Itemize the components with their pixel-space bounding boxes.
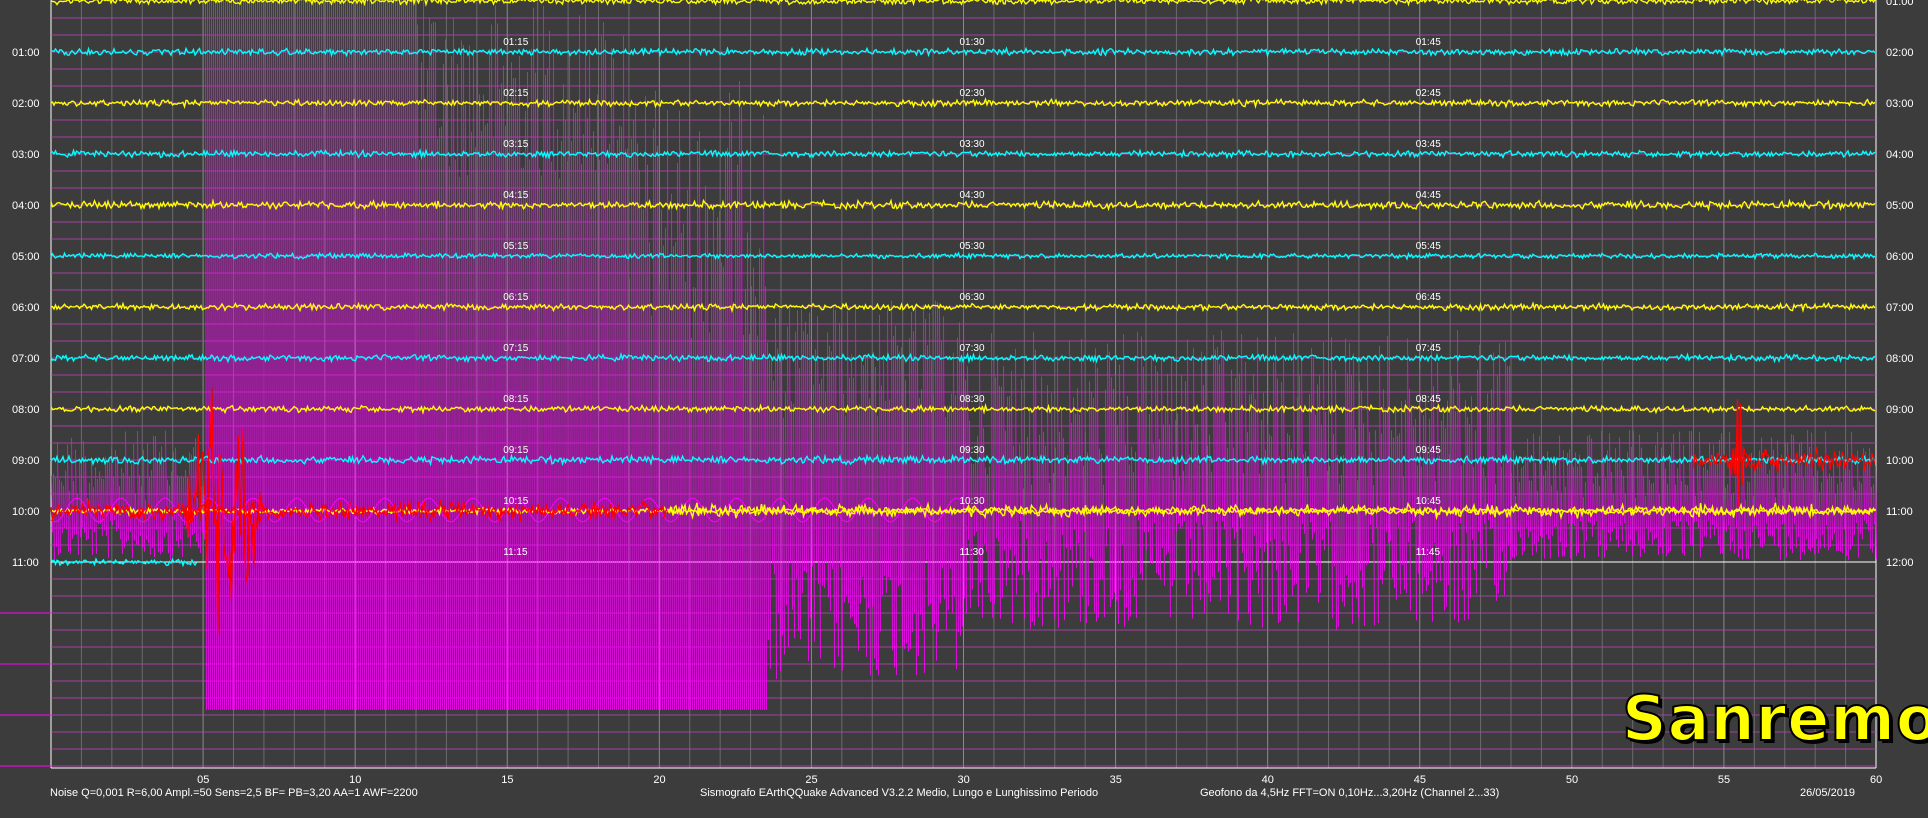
quarter-label: 03:30 xyxy=(960,139,985,150)
quarter-label: 04:15 xyxy=(503,190,528,201)
quarter-label: 07:15 xyxy=(503,343,528,354)
quarter-label: 01:45 xyxy=(1416,37,1441,48)
quarter-label: 02:45 xyxy=(1416,88,1441,99)
quarter-label: 06:15 xyxy=(503,292,528,303)
quarter-label: 08:45 xyxy=(1416,394,1441,405)
long-period-wave xyxy=(50,497,964,523)
quarter-label: 07:30 xyxy=(960,343,985,354)
x-tick-label: 35 xyxy=(1110,774,1122,786)
trace-row xyxy=(50,301,1876,314)
event-burst xyxy=(181,388,264,635)
quarter-label: 11:30 xyxy=(960,547,985,558)
quarter-label: 06:45 xyxy=(1416,292,1441,303)
quarter-label: 10:45 xyxy=(1416,496,1441,507)
quarter-label: 04:30 xyxy=(960,190,985,201)
quarter-label: 03:45 xyxy=(1416,139,1441,150)
hour-label-left: 08:00 xyxy=(12,404,40,416)
trace-row xyxy=(50,97,1876,110)
trace-row xyxy=(50,251,1876,261)
quarter-label: 04:45 xyxy=(1416,190,1441,201)
quarter-label: 10:30 xyxy=(960,496,985,507)
hour-label-left: 04:00 xyxy=(12,200,40,212)
quarter-label: 11:45 xyxy=(1416,547,1441,558)
trace-row xyxy=(50,352,1876,364)
trace-row xyxy=(50,46,1876,58)
long-period-trace xyxy=(51,0,1877,711)
quarter-label: 09:30 xyxy=(960,445,985,456)
quarter-label: 11:15 xyxy=(503,547,528,558)
hour-label-right: 12:00 xyxy=(1886,557,1914,569)
quarter-label: 02:15 xyxy=(503,88,528,99)
trace-row xyxy=(50,198,1876,212)
hour-label-left: 10:00 xyxy=(12,506,40,518)
quarter-label: 08:15 xyxy=(503,394,528,405)
hour-label-left: 02:00 xyxy=(12,98,40,110)
x-tick-label: 30 xyxy=(958,774,970,786)
quarter-label: 01:30 xyxy=(960,37,985,48)
quarter-label: 02:30 xyxy=(960,88,985,99)
x-tick-label: 10 xyxy=(349,774,361,786)
x-tick-label: 20 xyxy=(653,774,665,786)
x-tick-label: 40 xyxy=(1262,774,1274,786)
hour-label-left: 11:00 xyxy=(12,557,39,569)
hour-label-right: 04:00 xyxy=(1886,149,1914,161)
event-burst xyxy=(1729,398,1752,507)
station-name: Sanremo xyxy=(1621,681,1928,756)
x-tick-label: 45 xyxy=(1414,774,1426,786)
x-tick-label: 15 xyxy=(501,774,513,786)
event-burst xyxy=(50,498,668,523)
hour-label-left: 06:00 xyxy=(12,302,40,314)
quarter-label: 05:30 xyxy=(960,241,985,252)
quarter-label: 09:15 xyxy=(503,445,528,456)
trace-row xyxy=(50,557,198,568)
x-tick-label: 60 xyxy=(1870,774,1882,786)
quarter-label: 06:30 xyxy=(960,292,985,303)
x-tick-label: 25 xyxy=(805,774,817,786)
event-burst xyxy=(1692,446,1876,473)
hour-label-right: 10:00 xyxy=(1886,455,1914,467)
hour-label-right: 06:00 xyxy=(1886,251,1914,263)
footer-date: 26/05/2019 xyxy=(1800,787,1856,799)
hour-label-left: 01:00 xyxy=(12,47,40,59)
hour-label-right: 01:00 xyxy=(1886,0,1914,8)
quarter-label: 10:15 xyxy=(503,496,528,507)
x-tick-label: 50 xyxy=(1566,774,1578,786)
quarter-label: 07:45 xyxy=(1416,343,1441,354)
quarter-label: 09:45 xyxy=(1416,445,1441,456)
hour-label-right: 07:00 xyxy=(1886,302,1914,314)
hour-label-right: 02:00 xyxy=(1886,47,1914,59)
footer-software: Sismografo EArthQQuake Advanced V3.2.2 M… xyxy=(700,787,1099,799)
quarter-label: 08:30 xyxy=(960,394,985,405)
hour-label-left: 05:00 xyxy=(12,251,40,263)
hour-label-right: 05:00 xyxy=(1886,200,1914,212)
trace-row xyxy=(50,0,1876,7)
quarter-label: 01:15 xyxy=(503,37,528,48)
hour-label-right: 09:00 xyxy=(1886,404,1914,416)
quarter-label: 05:15 xyxy=(503,241,528,252)
x-tick-label: 05 xyxy=(197,774,209,786)
quarter-label: 05:45 xyxy=(1416,241,1441,252)
footer-sensor: Geofono da 4,5Hz FFT=ON 0,10Hz...3,20Hz … xyxy=(1200,787,1500,799)
event-burst xyxy=(667,501,1877,521)
trace-row xyxy=(50,148,1876,160)
hour-label-left: 07:00 xyxy=(12,353,40,365)
trace-row xyxy=(50,453,1876,467)
hour-label-left: 03:00 xyxy=(12,149,40,161)
footer-settings: Noise Q=0,001 R=6,00 Ampl.=50 Sens=2,5 B… xyxy=(50,787,418,799)
hour-label-left: 09:00 xyxy=(12,455,40,467)
x-tick-label: 55 xyxy=(1718,774,1730,786)
hour-label-right: 08:00 xyxy=(1886,353,1914,365)
quarter-label: 03:15 xyxy=(503,139,528,150)
hour-label-right: 03:00 xyxy=(1886,98,1914,110)
hour-label-right: 11:00 xyxy=(1886,506,1913,518)
trace-row xyxy=(50,402,1876,415)
